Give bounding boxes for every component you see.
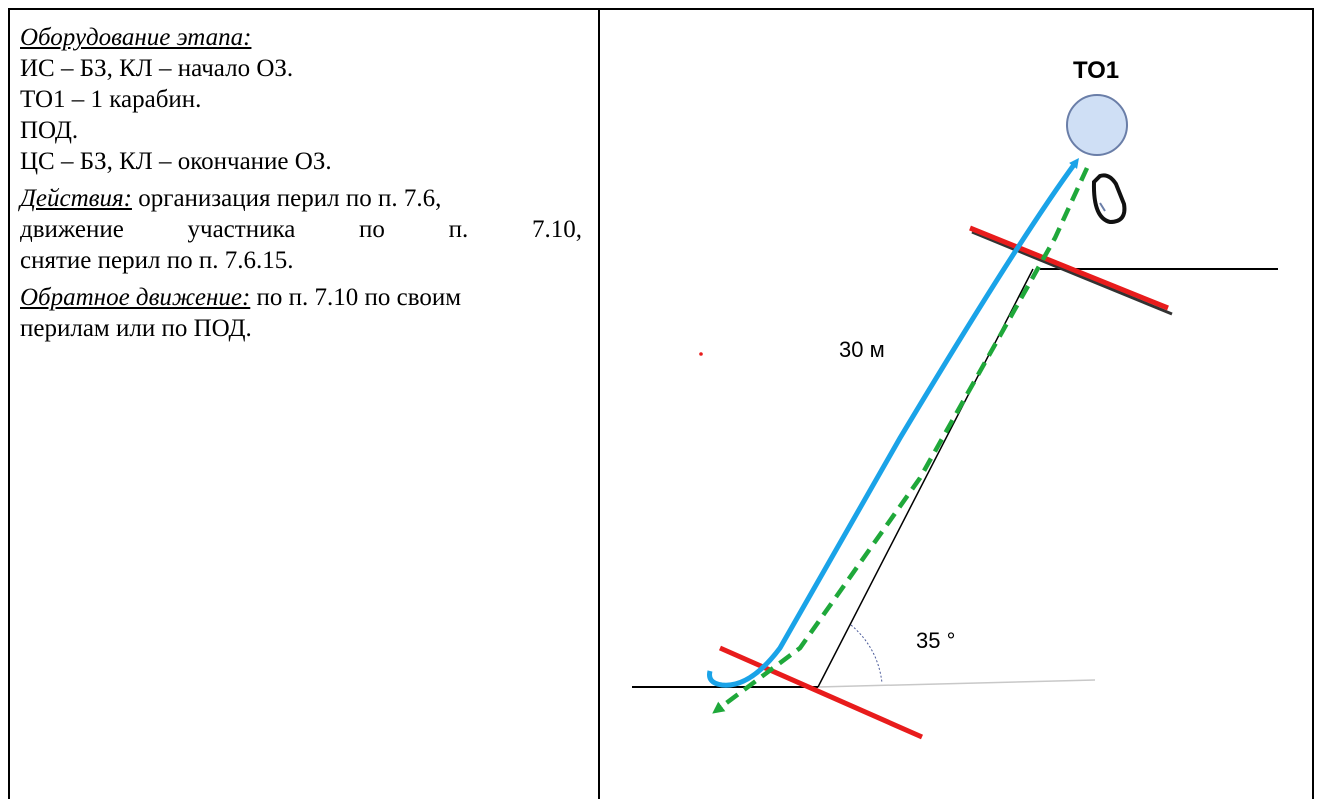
marker-dot bbox=[699, 352, 703, 356]
equipment-heading: Оборудование этапа: bbox=[20, 24, 252, 51]
return-path bbox=[712, 167, 1090, 714]
zone-border-top bbox=[969, 225, 1169, 311]
stage-diagram: ТО1 30 м 35 ° bbox=[600, 8, 1312, 799]
length-label: 30 м bbox=[839, 337, 885, 362]
carabiner-gate-icon bbox=[1099, 202, 1106, 212]
actions-line-justified: движение участника по п. 7.10, bbox=[20, 214, 582, 245]
actions-text: снятие перил по п. 7.6.15. bbox=[20, 247, 294, 274]
stage-description: Оборудование этапа: ИС – БЗ, КЛ – начало… bbox=[20, 22, 582, 344]
carabiner-icon bbox=[1091, 173, 1127, 225]
slope-line bbox=[817, 268, 1034, 688]
equipment-line: ИС – БЗ, КЛ – начало ОЗ. bbox=[20, 55, 294, 82]
zone-border-bottom bbox=[718, 645, 924, 740]
return-text: по п. 7.10 по своим bbox=[250, 284, 462, 311]
actions-word: движение bbox=[20, 216, 124, 243]
table-frame bbox=[8, 8, 1314, 799]
return-heading: Обратное движение: bbox=[20, 284, 251, 311]
equipment-line: ПОД. bbox=[20, 117, 79, 144]
return-paragraph: Обратное движение: по п. 7.10 по своим bbox=[20, 282, 582, 313]
column-divider bbox=[598, 8, 600, 799]
rope-path bbox=[707, 157, 1079, 688]
anchor-label: ТО1 bbox=[1073, 57, 1119, 84]
actions-word: участника bbox=[187, 216, 296, 243]
ground-reference-line bbox=[817, 679, 1096, 688]
actions-word: 7.10, bbox=[531, 216, 582, 243]
equipment-line: ТО1 – 1 карабин. bbox=[20, 86, 202, 113]
return-text: перилам или по ПОД. bbox=[20, 315, 252, 342]
actions-heading: Действия: bbox=[20, 185, 132, 212]
angle-arc bbox=[850, 624, 883, 684]
actions-word: по bbox=[359, 216, 385, 243]
angle-label: 35 ° bbox=[916, 628, 955, 653]
equipment-line: ЦС – БЗ, КЛ – окончание ОЗ. bbox=[20, 148, 332, 175]
actions-word: п. bbox=[448, 216, 469, 243]
actions-paragraph: Действия: организация перил по п. 7.6, bbox=[20, 183, 582, 214]
zone-border-top-shadow bbox=[971, 230, 1173, 316]
anchor-circle bbox=[1066, 94, 1128, 156]
stage-diagram-svg: ТО1 30 м 35 ° bbox=[632, 57, 1278, 740]
actions-text: организация перил по п. 7.6, bbox=[131, 185, 442, 212]
